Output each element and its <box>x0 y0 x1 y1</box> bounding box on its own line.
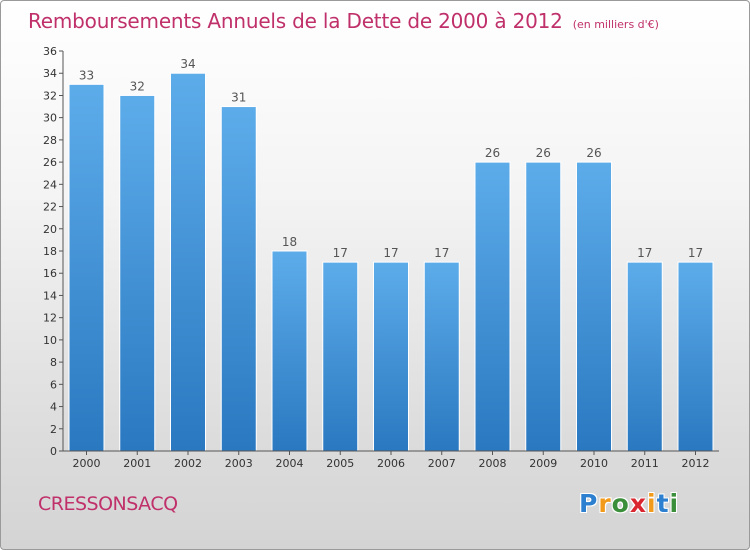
value-label-2000: 33 <box>79 68 94 82</box>
x-tick-label-2007: 2007 <box>428 457 456 470</box>
bar-2000 <box>68 83 105 452</box>
value-label-2010: 26 <box>586 146 601 160</box>
title-text: Remboursements Annuels de la Dette de 20… <box>28 9 563 33</box>
x-tick-label-2011: 2011 <box>631 457 659 470</box>
value-label-2003: 31 <box>231 91 246 105</box>
x-tick-label-2012: 2012 <box>682 457 710 470</box>
y-tick-label-30: 30 <box>43 112 57 125</box>
logo-letter: i <box>647 489 657 518</box>
value-label-2012: 17 <box>688 246 703 260</box>
bar-2008 <box>474 161 511 452</box>
value-label-2011: 17 <box>637 246 652 260</box>
y-tick-label-14: 14 <box>43 289 57 302</box>
bar-2005 <box>322 261 359 452</box>
y-tick-label-34: 34 <box>43 67 57 80</box>
y-tick-label-12: 12 <box>43 312 57 325</box>
value-label-2008: 26 <box>485 146 500 160</box>
value-label-2001: 32 <box>130 79 145 93</box>
bar-2006 <box>373 261 409 452</box>
value-label-2005: 17 <box>333 246 348 260</box>
y-tick-label-6: 6 <box>50 378 57 391</box>
logo-letter: r <box>598 489 612 518</box>
value-label-2006: 17 <box>383 246 398 260</box>
x-tick-label-2001: 2001 <box>123 457 151 470</box>
y-tick-label-24: 24 <box>43 178 57 191</box>
value-label-2007: 17 <box>434 246 449 260</box>
value-label-2009: 26 <box>536 146 551 160</box>
bar-2007 <box>423 261 460 452</box>
value-label-2004: 18 <box>282 235 297 249</box>
x-tick-label-2003: 2003 <box>225 457 253 470</box>
y-tick-label-20: 20 <box>43 223 57 236</box>
y-tick-label-4: 4 <box>50 401 57 414</box>
y-tick-label-0: 0 <box>50 445 57 458</box>
y-tick-label-8: 8 <box>50 356 57 369</box>
y-tick-label-26: 26 <box>43 156 57 169</box>
x-tick-label-2002: 2002 <box>174 457 202 470</box>
logo-letter: P <box>579 489 599 518</box>
logo-letter: x <box>629 489 647 518</box>
y-tick-label-10: 10 <box>43 334 57 347</box>
x-tick-label-2008: 2008 <box>479 457 507 470</box>
y-tick-label-28: 28 <box>43 134 57 147</box>
bar-2001 <box>119 94 156 452</box>
bar-2012 <box>677 261 714 452</box>
chart-title: Remboursements Annuels de la Dette de 20… <box>28 9 659 33</box>
logo-letter: i <box>669 489 680 518</box>
bar-2002 <box>170 72 206 452</box>
y-tick-label-36: 36 <box>43 45 57 58</box>
bar-2009 <box>525 161 562 452</box>
logo-letter: o <box>611 489 630 518</box>
y-tick-label-18: 18 <box>43 245 57 258</box>
x-tick-label-2010: 2010 <box>580 457 608 470</box>
commune-name: CRESSONSACQ <box>38 493 178 515</box>
bar-2010 <box>576 161 612 452</box>
unit-text: (en milliers d'€) <box>572 18 659 31</box>
value-label-2002: 34 <box>180 57 195 71</box>
x-tick-label-2005: 2005 <box>326 457 354 470</box>
y-tick-label-32: 32 <box>43 89 57 102</box>
x-tick-label-2009: 2009 <box>529 457 557 470</box>
proxiti-logo: Proxiti <box>579 489 679 518</box>
x-tick-label-2004: 2004 <box>276 457 304 470</box>
logo-letter: t <box>656 489 670 518</box>
bar-2011 <box>626 261 663 452</box>
y-tick-label-22: 22 <box>43 201 57 214</box>
x-tick-label-2000: 2000 <box>73 457 101 470</box>
bar-2003 <box>220 106 257 452</box>
x-tick-label-2006: 2006 <box>377 457 405 470</box>
y-tick-label-2: 2 <box>50 423 57 436</box>
bar-2004 <box>271 250 308 452</box>
y-tick-label-16: 16 <box>43 267 57 280</box>
